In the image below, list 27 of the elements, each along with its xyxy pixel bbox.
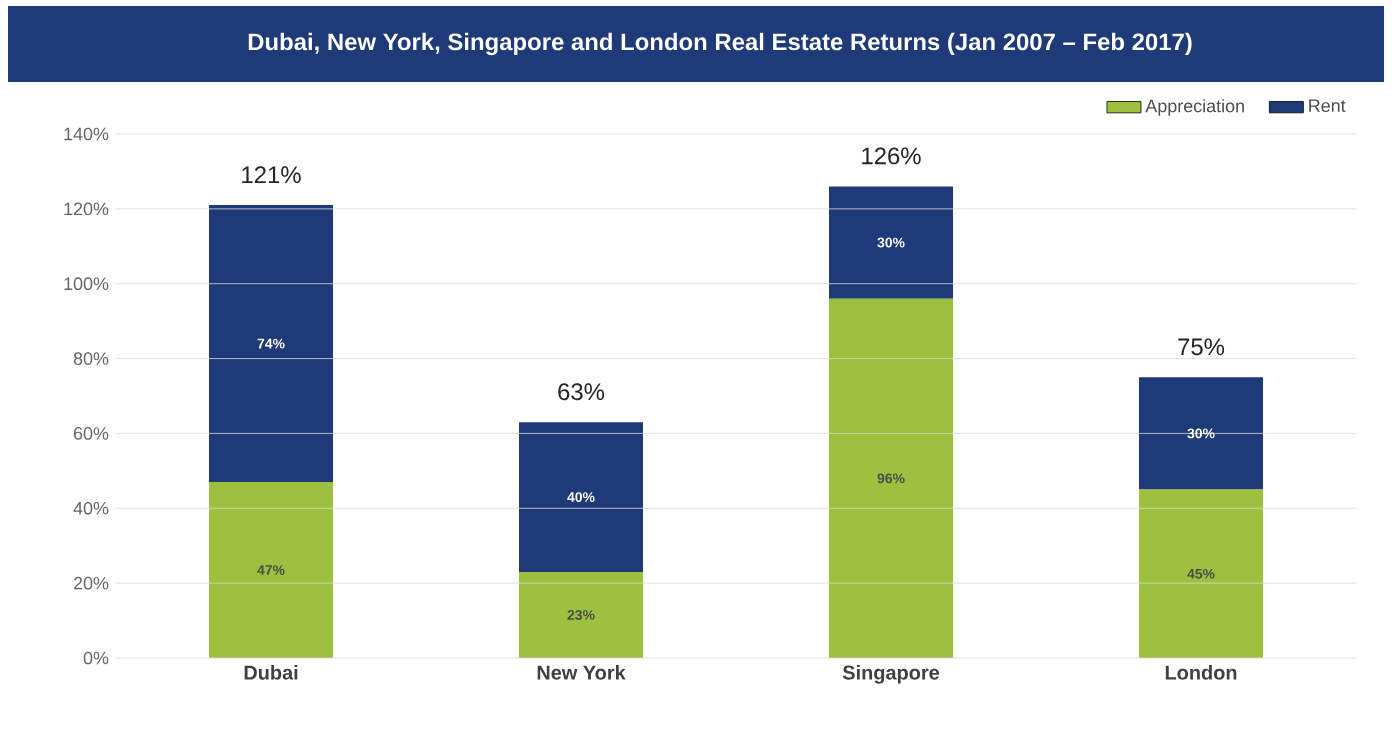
bar (1139, 377, 1264, 490)
bar (209, 205, 333, 483)
chart-title: Dubai, New York, Singapore and London Real Estate Returns (Jan 2007 – Feb 2017) (248, 32, 1192, 56)
y-tick-label: 140% (64, 127, 109, 141)
x-tick-label: Dubai (244, 665, 298, 680)
x-tick-label: Singapore (842, 665, 940, 684)
legend-label: Rent (1309, 99, 1346, 113)
legend-label: Appreciation (1145, 99, 1244, 116)
bar (1139, 489, 1264, 658)
bar (209, 482, 333, 658)
total-label: 121% (242, 166, 301, 184)
y-tick-label: 40% (73, 501, 109, 515)
bar (519, 571, 643, 658)
y-tick-label: 80% (73, 352, 109, 365)
x-tick-label: London (1165, 665, 1237, 680)
total-label: 63% (558, 383, 605, 401)
y-tick-label: 120% (64, 202, 109, 216)
bar (519, 422, 643, 572)
total-label: 126% (862, 147, 921, 165)
x-tick-label: New York (537, 665, 626, 680)
y-tick-label: 60% (73, 427, 109, 440)
y-tick-label: 100% (64, 277, 109, 291)
y-tick-label: 20% (73, 576, 109, 590)
y-tick-label: 0% (83, 651, 109, 665)
bar (829, 298, 954, 658)
total-label: 75% (1178, 338, 1225, 356)
bar (829, 186, 954, 299)
